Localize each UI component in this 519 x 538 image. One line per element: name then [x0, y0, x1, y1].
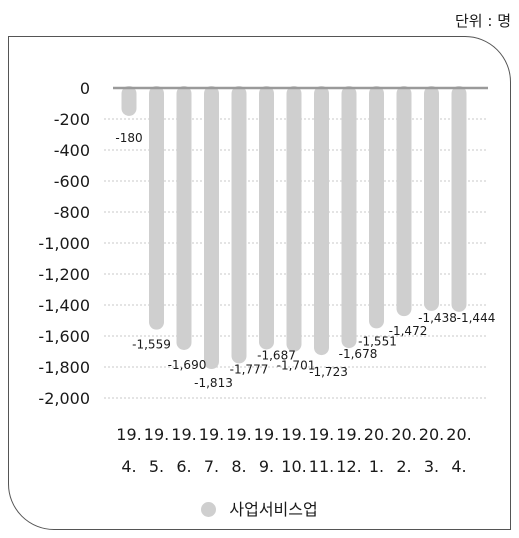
bar — [286, 86, 302, 352]
bar — [204, 86, 219, 370]
x-tick-label-year: 19. — [309, 425, 334, 444]
x-tick-label-month: 1. — [369, 457, 384, 476]
data-label: -180 — [115, 131, 142, 145]
x-tick-label-year: 19. — [199, 425, 224, 444]
y-tick-label: -1,000 — [38, 234, 90, 253]
x-tick-label-year: 20. — [419, 425, 444, 444]
data-labels: -180 -1,559 -1,690 -1,813-1,777-1,687-1,701… — [115, 131, 495, 390]
data-label: -1,444 — [457, 311, 496, 325]
x-tick-label-year: 19. — [336, 425, 361, 444]
x-axis-ticks: 19.4.19.5.19.6.19.7.19.8.19.9.19.10.19.1… — [116, 425, 471, 476]
x-tick-label-month: 4. — [451, 457, 466, 476]
chart-frame — [8, 36, 511, 530]
x-tick-label-month: 9. — [259, 457, 274, 476]
y-axis-ticks: 0 -200 -400 -600 -800 -1,000 -1,200 -1,400 -1,60… — [38, 79, 90, 408]
y-tick-label: 0 — [80, 79, 90, 98]
data-label: -1,438 — [418, 311, 457, 325]
y-tick-label: -1,400 — [38, 296, 90, 315]
x-tick-label-month: 7. — [204, 457, 219, 476]
legend: 사업서비스업 — [0, 496, 519, 520]
x-tick-label-month: 5. — [149, 457, 164, 476]
data-label: -1,701 — [277, 359, 316, 373]
y-tick-label: -1,200 — [38, 265, 90, 284]
bar — [176, 86, 192, 350]
y-tick-label: -400 — [54, 141, 90, 160]
data-label: -1,690 — [168, 358, 207, 372]
x-tick-label-year: 19. — [226, 425, 251, 444]
data-label: -1,472 — [389, 324, 428, 338]
bar — [341, 86, 357, 349]
data-label: -1,678 — [339, 347, 378, 361]
bar — [396, 86, 412, 317]
x-tick-label-year: 19. — [254, 425, 279, 444]
x-tick-label-year: 19. — [116, 425, 141, 444]
data-label: -1,723 — [309, 365, 348, 379]
y-tick-label: -1,800 — [38, 358, 90, 377]
x-tick-label-month: 3. — [424, 457, 439, 476]
bar — [314, 86, 329, 356]
data-label: -1,559 — [132, 338, 171, 352]
bar — [121, 86, 137, 116]
x-tick-label-month: 6. — [176, 457, 191, 476]
bar — [369, 86, 384, 329]
x-tick-label-year: 20. — [391, 425, 416, 444]
x-tick-label-year: 19. — [281, 425, 306, 444]
x-tick-label-year: 20. — [446, 425, 471, 444]
bars — [121, 86, 467, 370]
x-tick-label-year: 19. — [144, 425, 169, 444]
x-tick-label-month: 2. — [396, 457, 411, 476]
x-tick-label-month: 8. — [231, 457, 246, 476]
bar — [451, 86, 467, 312]
x-tick-label-month: 12. — [336, 457, 361, 476]
data-label: -1,777 — [230, 362, 269, 376]
legend-marker — [201, 502, 217, 517]
x-tick-label-year: 20. — [364, 425, 389, 444]
x-tick-label-month: 11. — [309, 457, 334, 476]
unit-label: 단위 : 명 — [455, 12, 511, 30]
x-tick-label-year: 19. — [171, 425, 196, 444]
y-tick-label: -600 — [54, 172, 90, 191]
legend-label: 사업서비스업 — [229, 500, 318, 519]
y-tick-label: -200 — [54, 110, 90, 129]
y-tick-label: -2,000 — [38, 389, 90, 408]
y-tick-label: -800 — [54, 203, 90, 222]
bar — [149, 86, 164, 330]
bar — [231, 86, 247, 364]
data-label: -1,813 — [194, 376, 233, 390]
data-label: -1,687 — [257, 348, 296, 362]
y-tick-label: -1,600 — [38, 327, 90, 346]
bar — [259, 86, 274, 350]
x-tick-label-month: 10. — [281, 457, 306, 476]
data-label: -1,551 — [358, 334, 397, 348]
x-tick-label-month: 4. — [121, 457, 136, 476]
bar — [424, 86, 439, 311]
